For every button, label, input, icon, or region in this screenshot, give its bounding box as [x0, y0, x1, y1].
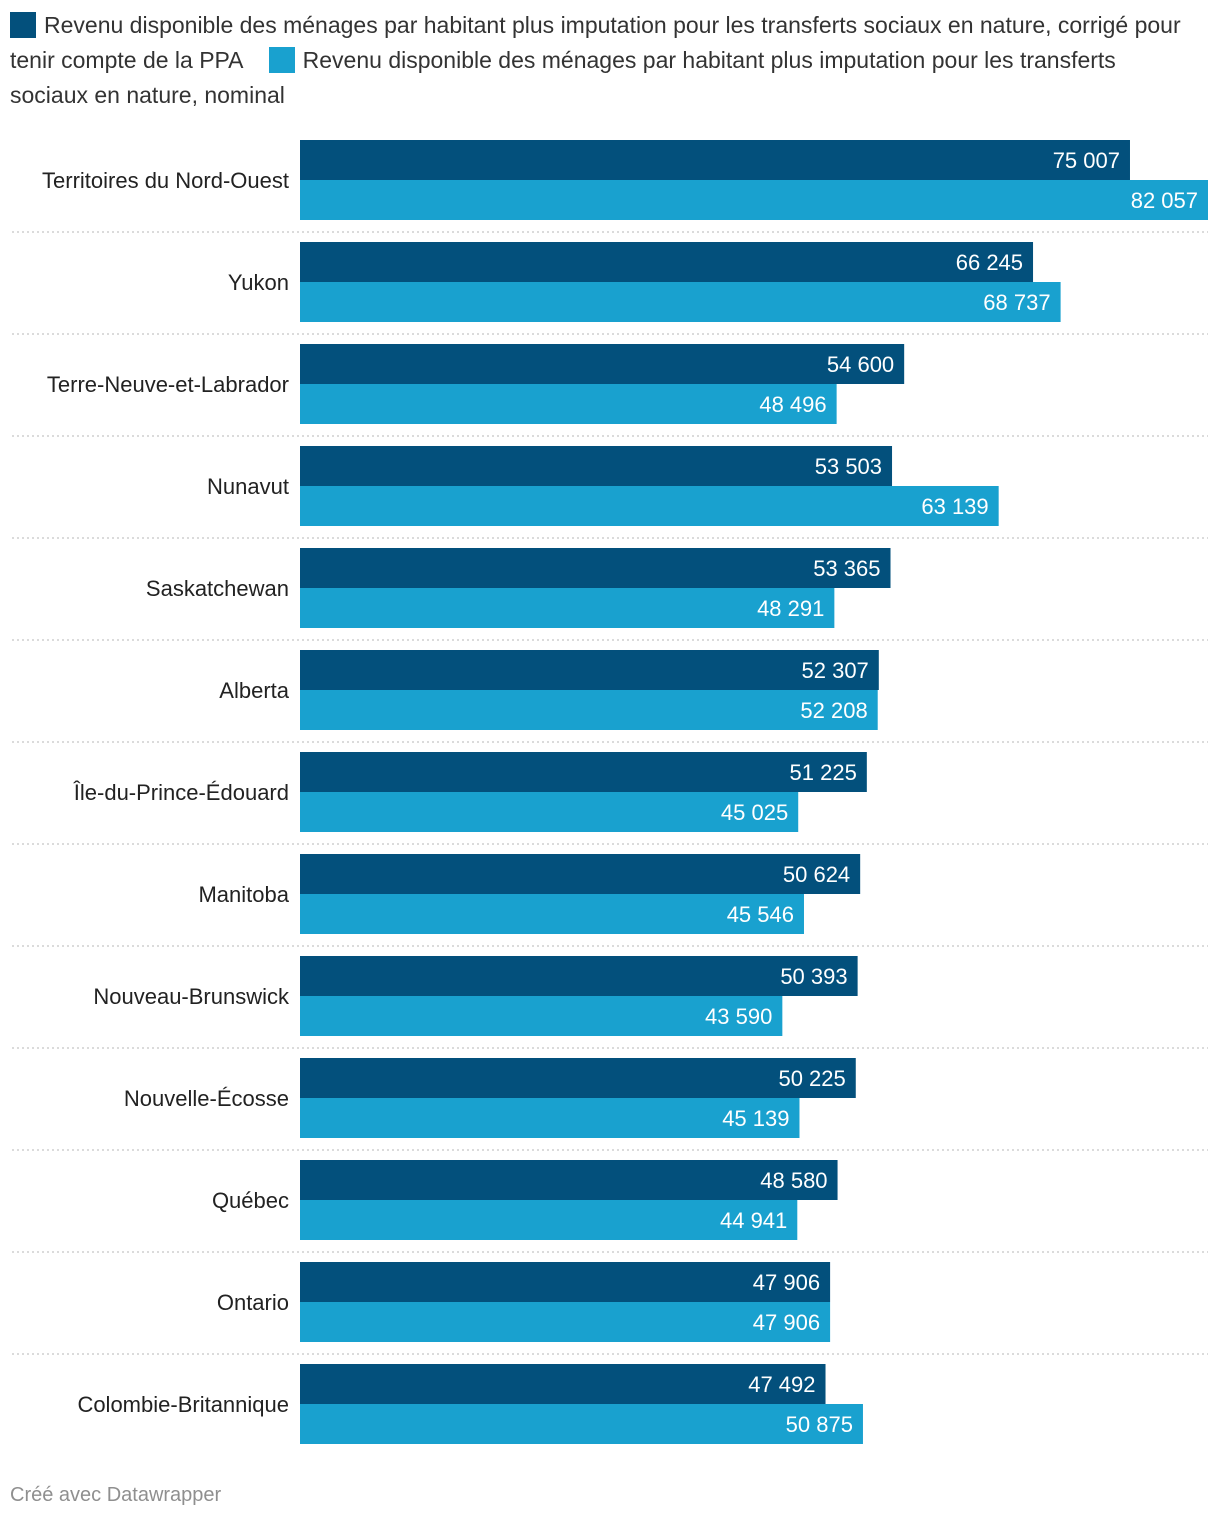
category-label-nouveau-brunswick: Nouveau-Brunswick [93, 984, 290, 1009]
bar-saskatchewan-ppa [300, 548, 891, 588]
value-label-nouveau-brunswick-nominal: 43 590 [705, 1004, 772, 1029]
value-label-nouvelle-ecosse-ppa: 50 225 [778, 1066, 845, 1091]
chart-legend: Revenu disponible des ménages par habita… [10, 8, 1200, 113]
category-label-nunavut: Nunavut [207, 474, 289, 499]
bar-nunavut-nominal [300, 486, 999, 526]
bar-nouveau-brunswick-nominal [300, 996, 783, 1036]
value-label-saskatchewan-nominal: 48 291 [757, 596, 824, 621]
bar-saskatchewan-nominal [300, 588, 835, 628]
legend-label-nominal: Revenu disponible des ménages par habita… [10, 47, 1116, 108]
legend-swatch-nominal [268, 47, 295, 73]
bar-terre-neuve-et-labrador-ppa [300, 344, 905, 384]
value-label-nouveau-brunswick-ppa: 50 393 [780, 964, 847, 989]
value-label-terre-neuve-et-labrador-ppa: 54 600 [827, 352, 894, 377]
bar-quebec-ppa [300, 1160, 838, 1200]
bar-ile-du-prince-edouard-ppa [300, 752, 867, 792]
legend-label-ppa: Revenu disponible des ménages par habita… [10, 12, 1181, 73]
value-label-territoires-du-nord-ouest-ppa: 75 007 [1053, 148, 1120, 173]
value-label-nouvelle-ecosse-nominal: 45 139 [722, 1106, 789, 1131]
value-label-nunavut-nominal: 63 139 [921, 494, 988, 519]
bar-nouveau-brunswick-ppa [300, 956, 858, 996]
category-label-terre-neuve-et-labrador: Terre-Neuve-et-Labrador [47, 372, 289, 397]
value-label-ile-du-prince-edouard-ppa: 51 225 [790, 760, 857, 785]
value-label-nunavut-ppa: 53 503 [815, 454, 882, 479]
bar-alberta-ppa [300, 650, 879, 690]
bar-nouvelle-ecosse-ppa [300, 1058, 856, 1098]
legend-swatch-ppa [10, 12, 36, 38]
bar-manitoba-ppa [300, 854, 861, 894]
value-label-colombie-britannique-ppa: 47 492 [748, 1372, 815, 1397]
bar-manitoba-nominal [300, 894, 804, 934]
value-label-ontario-ppa: 47 906 [753, 1270, 820, 1295]
category-label-colombie-britannique: Colombie-Britannique [77, 1392, 289, 1417]
value-label-yukon-ppa: 66 245 [956, 250, 1023, 275]
value-label-ontario-nominal: 47 906 [753, 1310, 820, 1335]
category-label-ontario: Ontario [217, 1290, 289, 1315]
value-label-quebec-ppa: 48 580 [760, 1168, 827, 1193]
bar-colombie-britannique-nominal [300, 1404, 863, 1444]
value-label-yukon-nominal: 68 737 [983, 290, 1050, 315]
bar-quebec-nominal [300, 1200, 798, 1240]
bar-ile-du-prince-edouard-nominal [300, 792, 799, 832]
category-label-yukon: Yukon [228, 270, 289, 295]
legend-item-ppa: Revenu disponible des ménages par habita… [10, 12, 1181, 73]
category-label-territoires-du-nord-ouest: Territoires du Nord-Ouest [42, 168, 289, 193]
category-label-manitoba: Manitoba [198, 882, 289, 907]
bar-chart: Territoires du Nord-Ouest 75 007 82 057 Yuk… [12, 140, 1208, 1444]
bar-territoires-du-nord-ouest-ppa [300, 140, 1130, 180]
value-label-saskatchewan-ppa: 53 365 [813, 556, 880, 581]
bar-terre-neuve-et-labrador-nominal [300, 384, 837, 424]
value-label-alberta-nominal: 52 208 [800, 698, 867, 723]
footer-credit: Créé avec Datawrapper [10, 1484, 222, 1506]
category-label-quebec: Québec [212, 1188, 289, 1213]
bar-colombie-britannique-ppa [300, 1364, 826, 1404]
value-label-territoires-du-nord-ouest-nominal: 82 057 [1131, 188, 1198, 213]
category-label-nouvelle-ecosse: Nouvelle-Écosse [124, 1086, 289, 1111]
bar-nunavut-ppa [300, 446, 893, 486]
value-label-manitoba-nominal: 45 546 [727, 902, 794, 927]
bar-territoires-du-nord-ouest-nominal [300, 180, 1208, 220]
category-label-saskatchewan: Saskatchewan [146, 576, 289, 601]
value-label-terre-neuve-et-labrador-nominal: 48 496 [759, 392, 826, 417]
value-label-colombie-britannique-nominal: 50 875 [786, 1412, 853, 1437]
bar-ontario-ppa [300, 1262, 831, 1302]
legend-item-nominal: Revenu disponible des ménages par habita… [10, 47, 1116, 108]
bar-nouvelle-ecosse-nominal [300, 1098, 800, 1138]
value-label-ile-du-prince-edouard-nominal: 45 025 [721, 800, 788, 825]
category-label-alberta: Alberta [219, 678, 289, 703]
value-label-manitoba-ppa: 50 624 [783, 862, 850, 887]
bar-yukon-nominal [300, 282, 1061, 322]
bar-ontario-nominal [300, 1302, 831, 1342]
value-label-alberta-ppa: 52 307 [802, 658, 869, 683]
category-label-ile-du-prince-edouard: Île-du-Prince-Édouard [73, 780, 289, 805]
bar-alberta-nominal [300, 690, 878, 730]
value-label-quebec-nominal: 44 941 [720, 1208, 787, 1233]
bar-yukon-ppa [300, 242, 1034, 282]
